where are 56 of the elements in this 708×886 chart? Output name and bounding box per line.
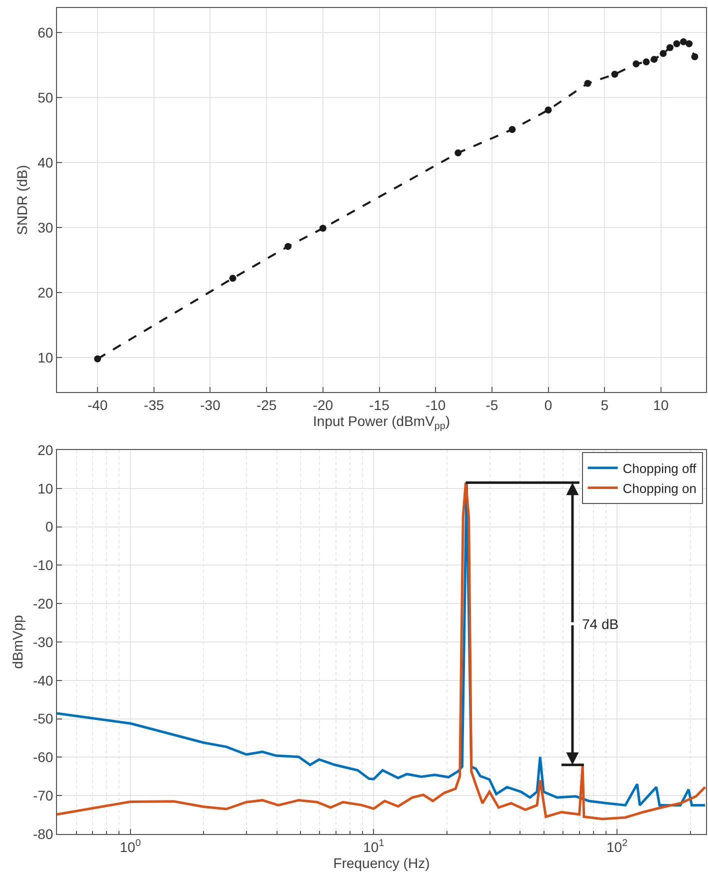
y-tick-label: -40 — [32, 672, 54, 688]
point — [686, 40, 693, 48]
x-tick-label: 10$^{1}$ — [363, 838, 384, 855]
x-tick-label: 0 — [544, 396, 552, 413]
point — [454, 149, 462, 156]
annotation: 74 dB — [582, 616, 619, 632]
point — [666, 44, 674, 52]
point — [94, 355, 102, 362]
x-tick-label: -20 — [312, 396, 334, 413]
y-tick-label: -20 — [32, 596, 54, 612]
y-axis-title: dBmVpp — [10, 614, 26, 669]
x-tick-label: -10 — [425, 396, 446, 413]
x-tick-label: -5 — [486, 396, 498, 413]
point — [584, 80, 592, 87]
y-tick-label: -10 — [32, 557, 54, 574]
x-tick-label: -15 — [369, 396, 390, 413]
legend-label: Chopping on — [622, 480, 696, 496]
point — [691, 53, 698, 60]
point — [660, 50, 667, 57]
point — [508, 126, 516, 133]
x-tick-label: 10$^{0}$ — [120, 838, 142, 855]
y-axis-title: SNDR (dB) — [14, 164, 30, 236]
point — [642, 58, 650, 66]
y-tick-label: -60 — [32, 749, 54, 766]
x-tick-label: -40 — [87, 396, 108, 413]
y-tick-label: -80 — [32, 826, 54, 842]
x-tick-label: -25 — [256, 396, 277, 413]
y-tick-label: 10 — [38, 480, 54, 496]
y-tick-label: 60 — [38, 24, 54, 41]
point — [544, 106, 552, 114]
x-tick-label: -35 — [144, 396, 164, 413]
point — [284, 242, 292, 250]
y-tick-label: 40 — [38, 154, 54, 171]
point — [229, 274, 236, 282]
legend-label: Chopping off — [622, 460, 697, 476]
x-axis-title: Input Power (dBmV$_{pp}$) — [313, 413, 450, 432]
y-tick-label: 50 — [38, 90, 54, 106]
point — [673, 40, 680, 48]
x-tick-label: 10 — [653, 396, 669, 413]
x-tick-label: 5 — [600, 396, 609, 413]
y-tick-label: 30 — [38, 220, 54, 236]
y-tick-label: 0 — [45, 518, 54, 535]
y-tick-label: -50 — [32, 710, 54, 727]
y-tick-label: -70 — [32, 788, 54, 804]
point — [650, 56, 658, 63]
y-tick-label: 20 — [38, 284, 54, 300]
y-tick-label: -30 — [32, 634, 54, 650]
point — [680, 38, 687, 46]
point — [319, 224, 326, 232]
point — [611, 70, 618, 78]
point — [632, 60, 640, 68]
x-tick-label: 10$^{2}$ — [606, 838, 628, 855]
x-axis-title: Frequency (Hz) — [333, 855, 430, 872]
y-tick-label: 20 — [38, 442, 54, 458]
x-tick-label: -30 — [200, 396, 221, 413]
y-tick-label: 10 — [38, 349, 54, 366]
